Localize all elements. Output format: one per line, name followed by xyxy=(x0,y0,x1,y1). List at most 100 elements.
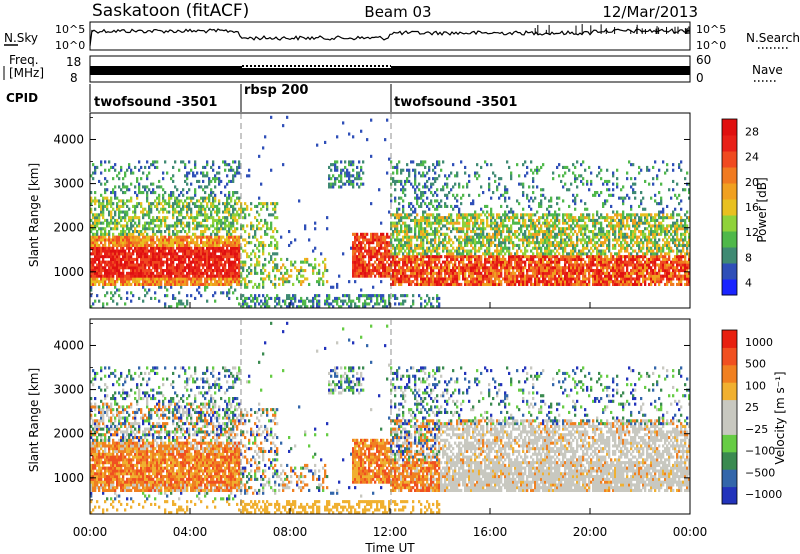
power-cell xyxy=(250,252,253,256)
power-cell xyxy=(328,305,331,309)
power-cell xyxy=(262,282,265,286)
power-cell xyxy=(434,235,437,239)
power-cell xyxy=(522,193,525,197)
power-cell xyxy=(122,249,125,253)
power-cell xyxy=(384,257,387,261)
power-cell xyxy=(554,271,557,275)
power-cell xyxy=(534,196,537,200)
power-cell xyxy=(404,193,407,197)
power-cell xyxy=(130,260,133,264)
power-cell xyxy=(406,294,409,298)
power-cell xyxy=(442,218,445,222)
power-cell xyxy=(336,135,339,139)
power-cell xyxy=(540,263,543,267)
power-cell xyxy=(408,204,411,208)
power-cell xyxy=(204,260,207,264)
power-cell xyxy=(508,230,511,234)
power-cell xyxy=(94,227,97,231)
power-cell xyxy=(468,174,471,178)
power-cell xyxy=(394,271,397,275)
power-cell xyxy=(222,269,225,273)
power-cell xyxy=(434,238,437,242)
power-cell xyxy=(424,191,427,195)
power-cell xyxy=(444,204,447,208)
power-cell xyxy=(102,238,105,242)
power-cell xyxy=(518,218,521,222)
power-cell xyxy=(204,185,207,189)
power-cell xyxy=(108,168,111,172)
power-cell xyxy=(250,269,253,273)
power-cell xyxy=(238,257,241,261)
power-cell xyxy=(434,177,437,181)
power-cell xyxy=(518,260,521,264)
power-cell xyxy=(552,277,555,281)
power-cell xyxy=(166,280,169,284)
power-cell xyxy=(478,260,481,264)
power-cell xyxy=(196,216,199,220)
power-cell xyxy=(474,232,477,236)
power-cell xyxy=(442,260,445,264)
power-cell xyxy=(418,188,421,192)
power-cell xyxy=(532,274,535,278)
power-cell xyxy=(446,185,449,189)
power-cell xyxy=(398,282,401,286)
power-cell xyxy=(170,269,173,273)
power-cell xyxy=(98,202,101,206)
power-cell xyxy=(92,216,95,220)
power-cell xyxy=(94,260,97,264)
power-cell xyxy=(276,269,279,273)
power-cell xyxy=(420,232,423,236)
power-cell xyxy=(368,296,371,300)
power-cell xyxy=(544,274,547,278)
power-cell xyxy=(162,271,165,275)
power-cell xyxy=(488,213,491,217)
power-cell xyxy=(100,213,103,217)
power-cell xyxy=(118,185,121,189)
power-cell xyxy=(128,277,131,281)
power-cell xyxy=(336,160,339,164)
power-cell xyxy=(392,230,395,234)
power-cell xyxy=(110,165,113,169)
power-cell xyxy=(188,207,191,211)
power-cell xyxy=(142,227,145,231)
power-cell xyxy=(504,257,507,261)
power-cell xyxy=(180,210,183,214)
power-cell xyxy=(444,238,447,242)
power-cell xyxy=(380,252,383,256)
power-cell xyxy=(130,291,133,295)
power-cell xyxy=(346,179,349,183)
power-cell xyxy=(502,224,505,228)
power-cell xyxy=(482,230,485,234)
power-cell xyxy=(406,168,409,172)
power-cell xyxy=(98,216,101,220)
power-cell xyxy=(424,305,427,309)
power-cell xyxy=(136,224,139,228)
power-cell xyxy=(532,185,535,189)
power-cell xyxy=(384,302,387,306)
power-cell xyxy=(142,249,145,253)
power-cell xyxy=(224,185,227,189)
power-cell xyxy=(184,230,187,234)
power-cell xyxy=(172,263,175,267)
power-cell xyxy=(460,243,463,247)
power-cell xyxy=(464,221,467,225)
power-cell xyxy=(414,224,417,228)
power-cell xyxy=(244,282,247,286)
power-cell xyxy=(176,280,179,284)
power-cell xyxy=(240,260,243,264)
power-cell xyxy=(194,232,197,236)
power-cell xyxy=(514,260,517,264)
power-cell xyxy=(212,257,215,261)
power-cell xyxy=(222,227,225,231)
power-cell xyxy=(536,218,539,222)
power-cell xyxy=(214,266,217,270)
power-cell xyxy=(174,282,177,286)
power-cell xyxy=(366,296,369,300)
power-cell xyxy=(216,210,219,214)
power-cell xyxy=(110,271,113,275)
power-cell xyxy=(392,213,395,217)
power-cell xyxy=(258,196,261,200)
power-cell xyxy=(208,243,211,247)
power-cell xyxy=(516,269,519,273)
power-cell xyxy=(328,177,331,181)
